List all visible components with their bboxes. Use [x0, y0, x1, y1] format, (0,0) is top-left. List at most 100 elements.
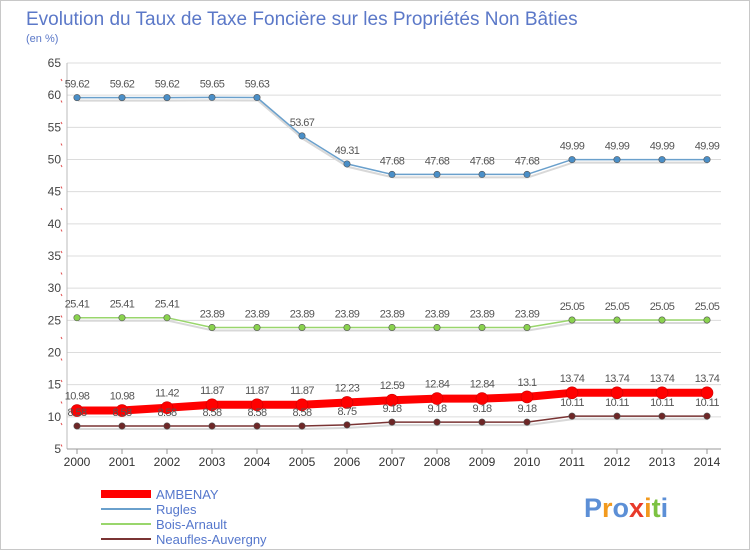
data-label: 49.99 [650, 141, 675, 153]
x-tick-label: 2011 [559, 455, 585, 469]
data-point [610, 386, 624, 400]
x-tick-label: 2006 [334, 455, 361, 469]
chart-subtitle: (en %) [26, 33, 58, 45]
data-label: 8.58 [112, 407, 131, 419]
data-label: 47.68 [380, 155, 405, 167]
logo-letter: i [644, 493, 652, 523]
data-label: 49.99 [695, 141, 720, 153]
y-tick-label: 40 [48, 217, 62, 231]
x-tick-label: 2014 [694, 455, 721, 469]
data-label: 10.11 [560, 397, 584, 409]
data-label: 10.98 [65, 391, 90, 403]
y-axis-mark [60, 164, 63, 168]
y-axis-mark [60, 207, 63, 211]
y-axis-mark [60, 336, 63, 340]
data-point [703, 412, 711, 420]
data-point [253, 422, 261, 430]
data-point [613, 412, 621, 420]
y-axis-mark [60, 250, 63, 254]
data-point [73, 314, 81, 322]
series-bois-arnault [73, 314, 711, 332]
data-label: 12.59 [380, 380, 405, 392]
x-tick-label: 2008 [424, 455, 451, 469]
data-label: 23.89 [380, 308, 405, 320]
data-label: 25.05 [650, 301, 675, 313]
data-point [343, 160, 351, 168]
data-point [208, 323, 216, 331]
data-label: 23.89 [200, 308, 225, 320]
data-point [163, 314, 171, 322]
data-label: 11.42 [155, 388, 179, 400]
x-tick-label: 2007 [379, 455, 406, 469]
data-label: 9.18 [427, 403, 446, 415]
y-axis-mark [60, 315, 63, 318]
data-point [70, 404, 84, 417]
chart-title: Evolution du Taux de Taxe Foncière sur l… [26, 9, 578, 30]
data-label: 12.84 [470, 379, 495, 391]
data-point [520, 390, 534, 404]
data-point [478, 418, 486, 426]
data-point [118, 94, 126, 102]
data-point [703, 156, 711, 164]
data-point [340, 396, 354, 409]
y-tick-label: 15 [48, 378, 62, 392]
data-label: 49.31 [335, 145, 360, 157]
data-label: 12.84 [425, 379, 450, 391]
data-label: 59.62 [65, 79, 90, 91]
y-tick-label: 20 [48, 346, 62, 360]
data-point [565, 386, 579, 400]
data-label: 11.87 [200, 385, 224, 397]
data-point [478, 170, 486, 178]
x-tick-label: 2003 [199, 455, 226, 469]
data-label: 10.11 [695, 397, 719, 409]
data-point [73, 94, 81, 102]
data-label: 23.89 [425, 308, 450, 320]
y-axis-mark [60, 293, 63, 297]
y-axis-mark [60, 422, 63, 426]
y-tick-label: 50 [48, 153, 62, 167]
x-tick-label: 2004 [244, 455, 271, 469]
data-label: 10.11 [650, 397, 674, 409]
logo-letter: r [602, 493, 613, 523]
data-label: 25.41 [65, 299, 90, 311]
data-point [163, 422, 171, 430]
x-tick-label: 2012 [604, 455, 631, 469]
data-label: 47.68 [515, 155, 540, 167]
data-point [205, 398, 219, 412]
data-label: 25.05 [695, 301, 720, 313]
data-label: 10.98 [110, 391, 135, 403]
data-point [250, 398, 264, 412]
data-label: 49.99 [560, 141, 585, 153]
data-label: 49.99 [605, 141, 630, 153]
legend-label: Neaufles-Auvergny [156, 532, 267, 547]
data-label: 53.67 [290, 117, 315, 129]
y-tick-label: 55 [48, 120, 62, 134]
legend-label: Rugles [156, 502, 197, 517]
y-tick-label: 65 [48, 56, 62, 70]
data-point [118, 314, 126, 322]
data-label: 8.58 [157, 407, 176, 419]
data-point [703, 316, 711, 324]
data-point [523, 323, 531, 331]
data-label: 10.11 [605, 397, 629, 409]
data-point [478, 323, 486, 331]
y-axis-mark [60, 78, 63, 82]
data-label: 59.62 [110, 79, 135, 91]
legend-label: AMBENAY [156, 487, 219, 502]
x-tick-label: 2001 [109, 455, 136, 469]
data-label: 13.74 [695, 373, 720, 385]
y-axis-mark [60, 379, 63, 383]
y-axis-mark [60, 401, 63, 404]
data-point [613, 156, 621, 164]
data-point [388, 170, 396, 178]
data-point [298, 323, 306, 331]
data-point [298, 422, 306, 430]
logo-letter: i [661, 493, 669, 523]
data-point [163, 94, 171, 102]
logo-letter: t [652, 493, 661, 523]
data-point [523, 170, 531, 178]
data-point [613, 316, 621, 324]
data-point [295, 398, 309, 412]
legend: AMBENAYRuglesBois-ArnaultNeaufles-Auverg… [101, 487, 267, 547]
